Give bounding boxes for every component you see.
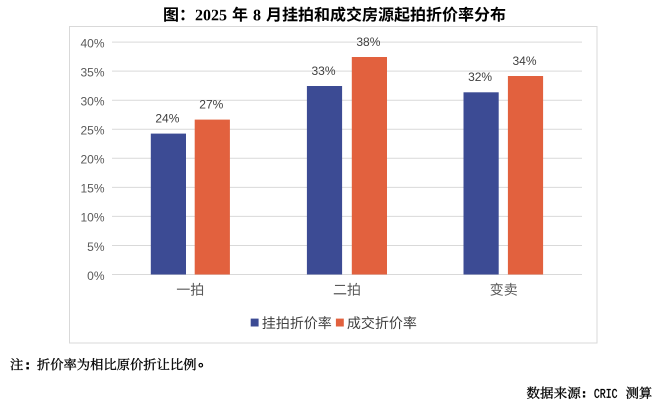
svg-text:35%: 35% xyxy=(80,66,104,80)
svg-text:34%: 34% xyxy=(512,54,536,68)
svg-text:40%: 40% xyxy=(80,36,104,50)
svg-text:10%: 10% xyxy=(80,211,104,225)
svg-text:30%: 30% xyxy=(80,95,104,109)
svg-text:33%: 33% xyxy=(311,64,335,78)
svg-text:5%: 5% xyxy=(87,240,105,254)
svg-text:15%: 15% xyxy=(80,182,104,196)
svg-text:0%: 0% xyxy=(87,269,105,283)
svg-text:25%: 25% xyxy=(80,124,104,138)
svg-text:24%: 24% xyxy=(155,111,179,125)
svg-text:32%: 32% xyxy=(468,70,492,84)
svg-text:27%: 27% xyxy=(199,97,223,111)
svg-text:20%: 20% xyxy=(80,153,104,167)
svg-text:38%: 38% xyxy=(356,35,380,49)
